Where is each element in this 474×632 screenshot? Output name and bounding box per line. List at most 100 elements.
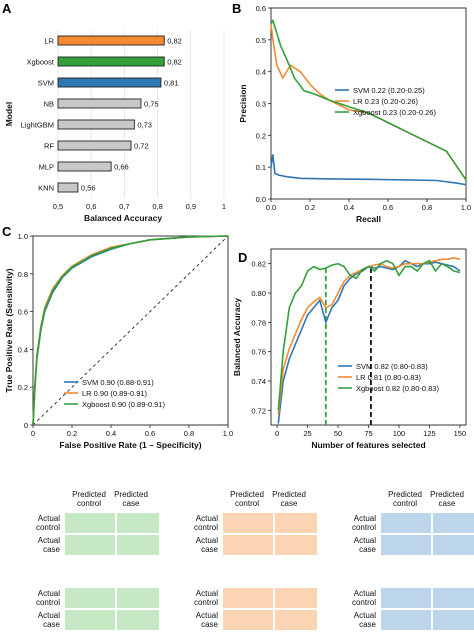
column-header: Predicted case [272,490,306,508]
bar [57,56,165,67]
column-header: Predicted case [114,490,148,508]
matrix-cell [222,587,274,609]
x-axis-label: False Positive Rate (1 – Specificity) [59,440,201,450]
legend-label: SVM 0.90 (0.88-0.91) [82,378,154,387]
x-tick-label: 0.4 [106,429,116,438]
plot-frame [270,248,467,426]
x-axis-label: Balanced Accuracy [84,213,162,223]
matrix-cell [116,512,160,534]
y-tick-label: 0.5 [256,36,266,45]
row-header: Actual control [351,589,376,607]
legend-label: LR 0.90 (0.89-0.91) [82,389,148,398]
value-label: 0,72 [134,142,149,151]
bar [57,140,132,151]
x-tick-label: 0.8 [422,203,432,212]
x-tick-label: 150 [454,429,467,438]
matrix-cell [64,609,116,631]
panel-letter-d: D [238,250,247,265]
bar-chart-balanced-accuracy: 0,5 0,6 0,7 0,8 0,9 1 LR 0,82 Xgboost 0,82 SVM 0,81… [4,30,226,223]
x-tick-label: 0.8 [184,429,194,438]
row-header: Actual case [37,536,60,554]
matrix-cell [380,512,432,534]
column-header: Predicted case [430,490,464,508]
matrix-cell [222,609,274,631]
bar [57,119,135,130]
y-axis-label: Model [4,102,14,127]
legend-label: SVM 0.22 (0.20-0.25) [353,86,425,95]
matrix-cell [274,609,318,631]
legend-label: Xgboost 0.82 (0.80-0.83) [356,384,439,393]
x-tick-label: 0.6 [145,429,155,438]
matrix-cell [64,512,116,534]
y-tick-label: 0.72 [251,406,266,415]
bar [57,98,142,109]
category-label: NB [44,100,54,109]
row-header: Actual control [35,514,60,532]
legend-label: LR 0.23 (0.20-0.26) [353,97,419,106]
x-axis-label: Number of features selected [311,440,425,450]
x-tick-label: 1 [222,202,226,211]
value-label: 0,82 [167,58,182,67]
value-label: 0,73 [137,121,152,130]
y-tick-label: 0.78 [251,318,266,327]
y-axis-label: Precision [238,84,248,122]
matrix-cell [274,512,318,534]
panel-letter-c: C [2,224,12,239]
x-tick-label: 0,5 [53,202,63,211]
x-tick-label: 0,8 [152,202,162,211]
matrix-cell [380,609,432,631]
x-axis-label: Recall [356,214,381,224]
y-tick-label: 0.1 [256,163,266,172]
series-line [270,18,467,181]
matrix-cell [432,534,474,556]
x-tick-label: 100 [393,429,406,438]
x-tick-label: 1.0 [223,429,233,438]
feature-selection-chart: 0 25 50 75 100 125 150 0.72 0.74 0.76 0.78 0.80 0.82… [232,248,467,450]
series-line [277,259,461,411]
y-tick-label: 0.76 [251,348,266,357]
bar [57,182,79,193]
y-tick-label: 0.3 [256,100,266,109]
x-tick-label: 0 [31,429,35,438]
value-label: 0,66 [114,163,129,172]
x-tick-label: 0,6 [86,202,96,211]
y-axis-label: True Positive Rate (Sensitivity) [4,268,14,392]
column-header: Predicted control [230,490,264,508]
y-tick-label: 0.6 [256,4,266,13]
panel-letter-a: A [2,1,12,16]
matrix-cell [64,587,116,609]
matrix-cell [64,534,116,556]
matrix-cell [116,534,160,556]
y-tick-label: 0.4 [18,345,28,354]
plot-frame [32,235,229,426]
x-tick-label: 1.0 [461,203,471,212]
x-tick-label: 75 [364,429,372,438]
matrix-cell [274,534,318,556]
row-header: Actual control [193,514,218,532]
matrix-cell [274,587,318,609]
bar [57,161,112,172]
x-tick-label: 0.6 [383,203,393,212]
x-tick-label: 50 [334,429,342,438]
roc-chart: 0 0.2 0.4 0.6 0.8 1.0 0 0.2 0.4 0.6 0.8 1.0 SVM 0.90… [4,232,233,450]
matrix-cell [222,512,274,534]
category-label: LR [44,37,54,46]
matrix-cell [222,534,274,556]
legend-label: Xgboost 0.23 (0.20-0.26) [353,108,436,117]
category-label: SVM [38,79,54,88]
row-header: Actual control [351,514,376,532]
legend-label: SVM 0.82 (0.80-0.83) [356,362,428,371]
value-label: 0,56 [81,184,96,193]
y-tick-label: 0.8 [18,270,28,279]
x-tick-label: 0,7 [119,202,129,211]
row-header: Actual control [193,589,218,607]
category-label: MLP [39,163,54,172]
matrix-cell [380,534,432,556]
row-header: Actual case [195,611,218,629]
panel-letter-b: B [232,1,241,16]
legend-label: LR 0.81 (0.80-0.83) [356,373,422,382]
matrix-cell [380,587,432,609]
value-label: 0,82 [167,37,182,46]
x-tick-label: 0 [275,429,279,438]
